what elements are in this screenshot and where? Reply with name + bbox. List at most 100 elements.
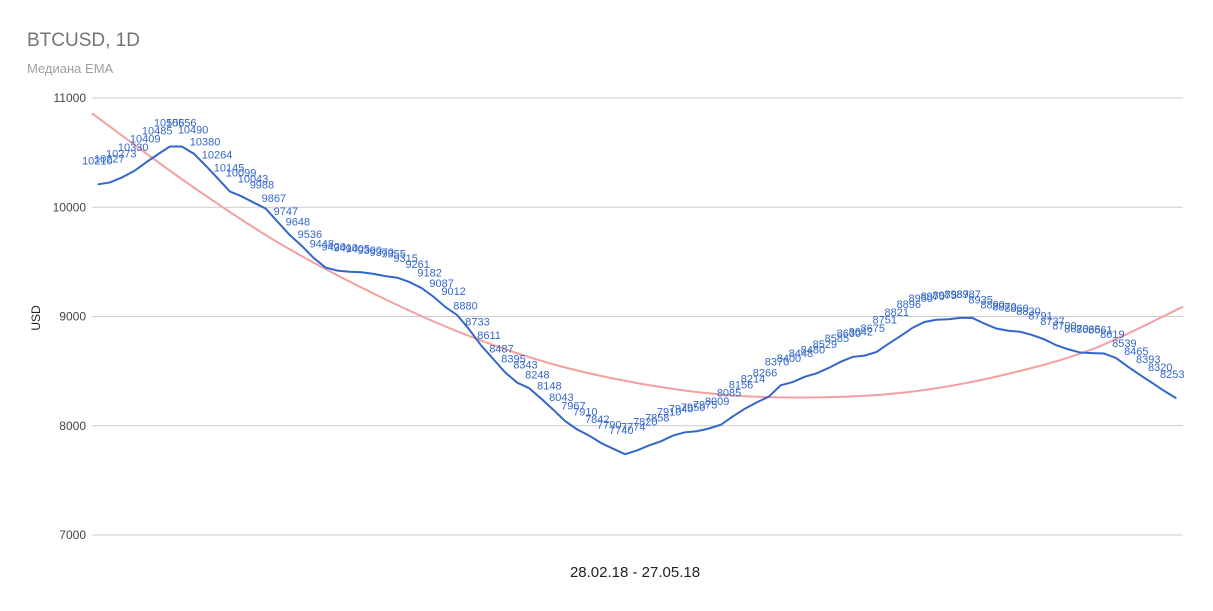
y-tick-label: 7000 [59, 528, 86, 542]
data-label: 9420 [322, 242, 346, 254]
data-point [241, 195, 243, 198]
y-tick-label: 8000 [59, 419, 86, 433]
data-label: 7858 [645, 412, 669, 424]
data-point [696, 430, 698, 432]
data-point [492, 358, 494, 360]
data-point [899, 335, 902, 337]
data-point [1175, 397, 1177, 399]
data-point [971, 317, 973, 319]
data-label: 9988 [250, 180, 274, 192]
chart-title: BTCUSD, 1D [27, 30, 140, 51]
data-point [396, 277, 399, 279]
data-label: 10485 [142, 125, 173, 137]
data-label: 8987 [956, 289, 980, 301]
median-ema-series [97, 145, 1177, 456]
data-label: 8860 [1004, 303, 1028, 315]
data-point [1163, 390, 1165, 392]
data-point [648, 444, 650, 447]
y-tick-label: 10000 [53, 200, 87, 214]
data-label: 8700 [1052, 320, 1076, 332]
data-label: 8987 [944, 289, 968, 301]
data-point [1007, 330, 1009, 332]
data-label: 9390 [357, 245, 381, 257]
data-label: 8529 [813, 339, 837, 351]
trend-line [91, 112, 1184, 399]
data-label: 8611 [477, 330, 501, 342]
data-point [420, 287, 422, 289]
data-point [217, 177, 219, 180]
data-label: 10556 [154, 118, 185, 130]
data-labels: 1021010227102731033010409104851055610556… [82, 118, 1184, 438]
data-point [708, 427, 710, 430]
data-label: 9747 [274, 206, 298, 218]
data-label: 7790 [597, 420, 621, 432]
data-point [504, 371, 506, 374]
data-point [828, 367, 830, 369]
data-label: 8619 [1100, 329, 1124, 341]
data-point [253, 201, 255, 204]
data-point [875, 351, 878, 353]
y-tick-label: 9000 [59, 310, 86, 324]
data-point [1019, 331, 1021, 333]
data-point [348, 271, 351, 273]
data-label: 7950 [681, 402, 705, 414]
data-label: 9648 [286, 217, 310, 229]
data-point [660, 440, 662, 442]
data-label: 8400 [777, 353, 801, 365]
data-label: 9405 [346, 243, 370, 255]
data-point [480, 345, 482, 347]
data-point [804, 376, 806, 378]
data-point [732, 415, 734, 418]
data-label: 8156 [729, 380, 753, 392]
data-label: 10380 [190, 137, 221, 149]
data-point [456, 314, 458, 316]
data-label: 8148 [537, 381, 561, 393]
data-point [576, 428, 578, 430]
data-point [1139, 374, 1141, 376]
data-label: 9867 [262, 193, 286, 205]
data-label: 8751 [873, 315, 897, 327]
data-label: 8896 [896, 299, 920, 311]
data-label: 8661 [1088, 325, 1112, 337]
data-point [1103, 352, 1105, 355]
data-label: 9182 [417, 268, 441, 280]
data-point [384, 275, 387, 277]
data-point [528, 387, 530, 389]
data-label: 8370 [765, 356, 789, 368]
data-label: 9536 [298, 229, 322, 241]
data-label: 7740 [609, 425, 633, 437]
data-point [816, 372, 818, 374]
data-label: 10264 [202, 149, 233, 161]
data-point [600, 442, 602, 444]
data-label: 8266 [753, 368, 777, 380]
median-line [97, 145, 1177, 456]
data-label: 9261 [405, 259, 429, 271]
data-point [169, 145, 171, 148]
data-point [444, 306, 446, 308]
data-label: 7975 [693, 399, 717, 411]
data-label: 9448 [310, 239, 334, 251]
data-label: 8320 [1148, 362, 1172, 374]
data-label: 8890 [980, 300, 1004, 312]
data-point [887, 343, 890, 345]
data-label: 10210 [82, 155, 113, 167]
data-label: 8630 [837, 328, 861, 340]
data-point [1115, 357, 1117, 359]
data-label: 9370 [369, 247, 393, 259]
data-label: 7967 [561, 400, 585, 412]
data-label: 8975 [932, 290, 956, 302]
data-point [109, 181, 111, 184]
data-label: 10556 [166, 118, 197, 130]
data-point [157, 153, 159, 155]
trend-series [91, 112, 1184, 399]
data-label: 7820 [633, 416, 657, 428]
data-point [720, 424, 722, 426]
data-label: 10273 [106, 148, 137, 160]
data-point [516, 381, 518, 384]
data-point [265, 207, 267, 210]
data-label: 8821 [885, 307, 909, 319]
data-label: 8665 [1076, 324, 1100, 336]
data-label: 7910 [573, 407, 597, 419]
data-point [133, 170, 135, 172]
data-label: 8642 [849, 327, 873, 339]
